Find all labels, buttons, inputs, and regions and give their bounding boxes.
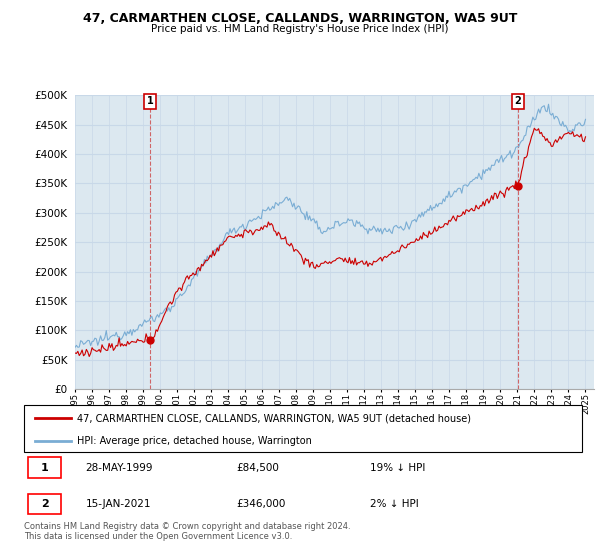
Text: Price paid vs. HM Land Registry's House Price Index (HPI): Price paid vs. HM Land Registry's House … xyxy=(151,24,449,34)
Text: 28-MAY-1999: 28-MAY-1999 xyxy=(85,463,153,473)
Text: £346,000: £346,000 xyxy=(236,499,286,509)
FancyBboxPatch shape xyxy=(28,458,61,478)
Text: 47, CARMARTHEN CLOSE, CALLANDS, WARRINGTON, WA5 9UT: 47, CARMARTHEN CLOSE, CALLANDS, WARRINGT… xyxy=(83,12,517,25)
Text: 19% ↓ HPI: 19% ↓ HPI xyxy=(370,463,425,473)
Text: HPI: Average price, detached house, Warrington: HPI: Average price, detached house, Warr… xyxy=(77,436,312,446)
Text: 2% ↓ HPI: 2% ↓ HPI xyxy=(370,499,419,509)
Text: Contains HM Land Registry data © Crown copyright and database right 2024.
This d: Contains HM Land Registry data © Crown c… xyxy=(24,522,350,542)
Text: 2: 2 xyxy=(515,96,521,106)
Text: 2: 2 xyxy=(41,499,49,509)
FancyBboxPatch shape xyxy=(24,405,582,452)
Text: 1: 1 xyxy=(41,463,49,473)
FancyBboxPatch shape xyxy=(28,493,61,514)
Text: £84,500: £84,500 xyxy=(236,463,279,473)
Text: 47, CARMARTHEN CLOSE, CALLANDS, WARRINGTON, WA5 9UT (detached house): 47, CARMARTHEN CLOSE, CALLANDS, WARRINGT… xyxy=(77,414,471,424)
Text: 1: 1 xyxy=(146,96,154,106)
Text: 15-JAN-2021: 15-JAN-2021 xyxy=(85,499,151,509)
